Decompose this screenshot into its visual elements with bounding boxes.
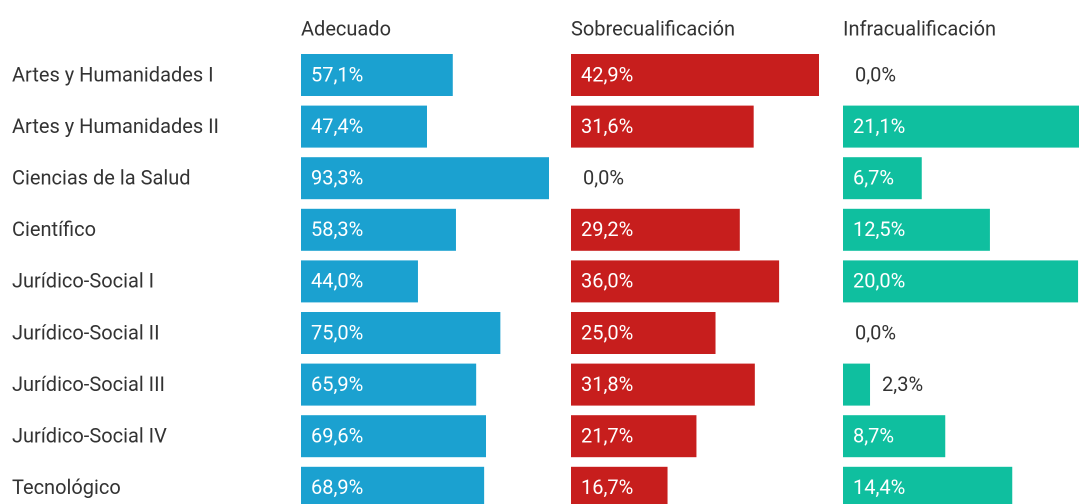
value-label: 75,0% — [311, 320, 363, 344]
value-label: 31,6% — [581, 114, 633, 138]
row-label: Artes y Humanidades I — [12, 62, 214, 86]
value-label: 21,7% — [581, 423, 633, 447]
value-label: 14,4% — [853, 475, 905, 499]
row-label: Científico — [12, 217, 96, 241]
value-label: 68,9% — [311, 475, 363, 499]
value-label: 0,0% — [583, 165, 624, 189]
value-label: 31,8% — [581, 372, 633, 396]
value-label: 20,0% — [853, 269, 905, 293]
value-label: 57,1% — [311, 62, 363, 86]
value-label: 93,3% — [311, 165, 363, 189]
bar — [571, 105, 754, 148]
bar — [843, 260, 1079, 303]
bar — [843, 363, 871, 406]
value-label: 8,7% — [853, 423, 894, 447]
value-label: 65,9% — [311, 372, 363, 396]
column-header: Adecuado — [301, 16, 391, 40]
row-label: Artes y Humanidades II — [12, 114, 219, 138]
value-label: 0,0% — [855, 62, 896, 86]
value-label: 42,9% — [581, 62, 633, 86]
value-label: 25,0% — [581, 320, 633, 344]
value-label: 0,0% — [855, 320, 896, 344]
bar — [301, 208, 456, 251]
value-label: 36,0% — [581, 269, 633, 293]
bar — [843, 105, 1079, 148]
row-label: Jurídico-Social IV — [12, 423, 167, 447]
value-label: 12,5% — [853, 217, 905, 241]
row-label: Tecnológico — [12, 475, 121, 499]
bar — [301, 363, 477, 406]
value-label: 47,4% — [311, 114, 363, 138]
row-label: Jurídico-Social II — [12, 320, 160, 344]
value-label: 21,1% — [853, 114, 905, 138]
bar — [301, 260, 418, 303]
bar — [301, 415, 487, 458]
bar — [571, 208, 740, 251]
value-label: 44,0% — [311, 269, 363, 293]
bar — [843, 415, 946, 458]
bar — [571, 466, 668, 504]
value-label: 69,6% — [311, 423, 363, 447]
row-label: Ciencias de la Salud — [12, 165, 191, 189]
bar — [301, 312, 501, 354]
bar — [843, 466, 1013, 504]
bar — [571, 312, 716, 354]
bar — [301, 466, 485, 504]
bar — [843, 157, 922, 200]
bar — [301, 157, 549, 200]
bar — [571, 260, 780, 303]
bar — [843, 208, 990, 251]
row-label: Jurídico-Social I — [12, 269, 154, 293]
bar — [571, 415, 697, 458]
column-header: Sobrecualificación — [571, 16, 735, 40]
value-label: 6,7% — [853, 165, 894, 189]
row-label: Jurídico-Social III — [12, 372, 165, 396]
bar — [301, 105, 427, 148]
value-label: 2,3% — [882, 372, 923, 396]
value-label: 29,2% — [581, 217, 633, 241]
bar — [571, 363, 755, 406]
bar — [571, 54, 819, 96]
column-header: Infracualificación — [843, 16, 996, 40]
value-label: 16,7% — [581, 475, 633, 499]
bar — [301, 54, 453, 96]
value-label: 58,3% — [311, 217, 363, 241]
